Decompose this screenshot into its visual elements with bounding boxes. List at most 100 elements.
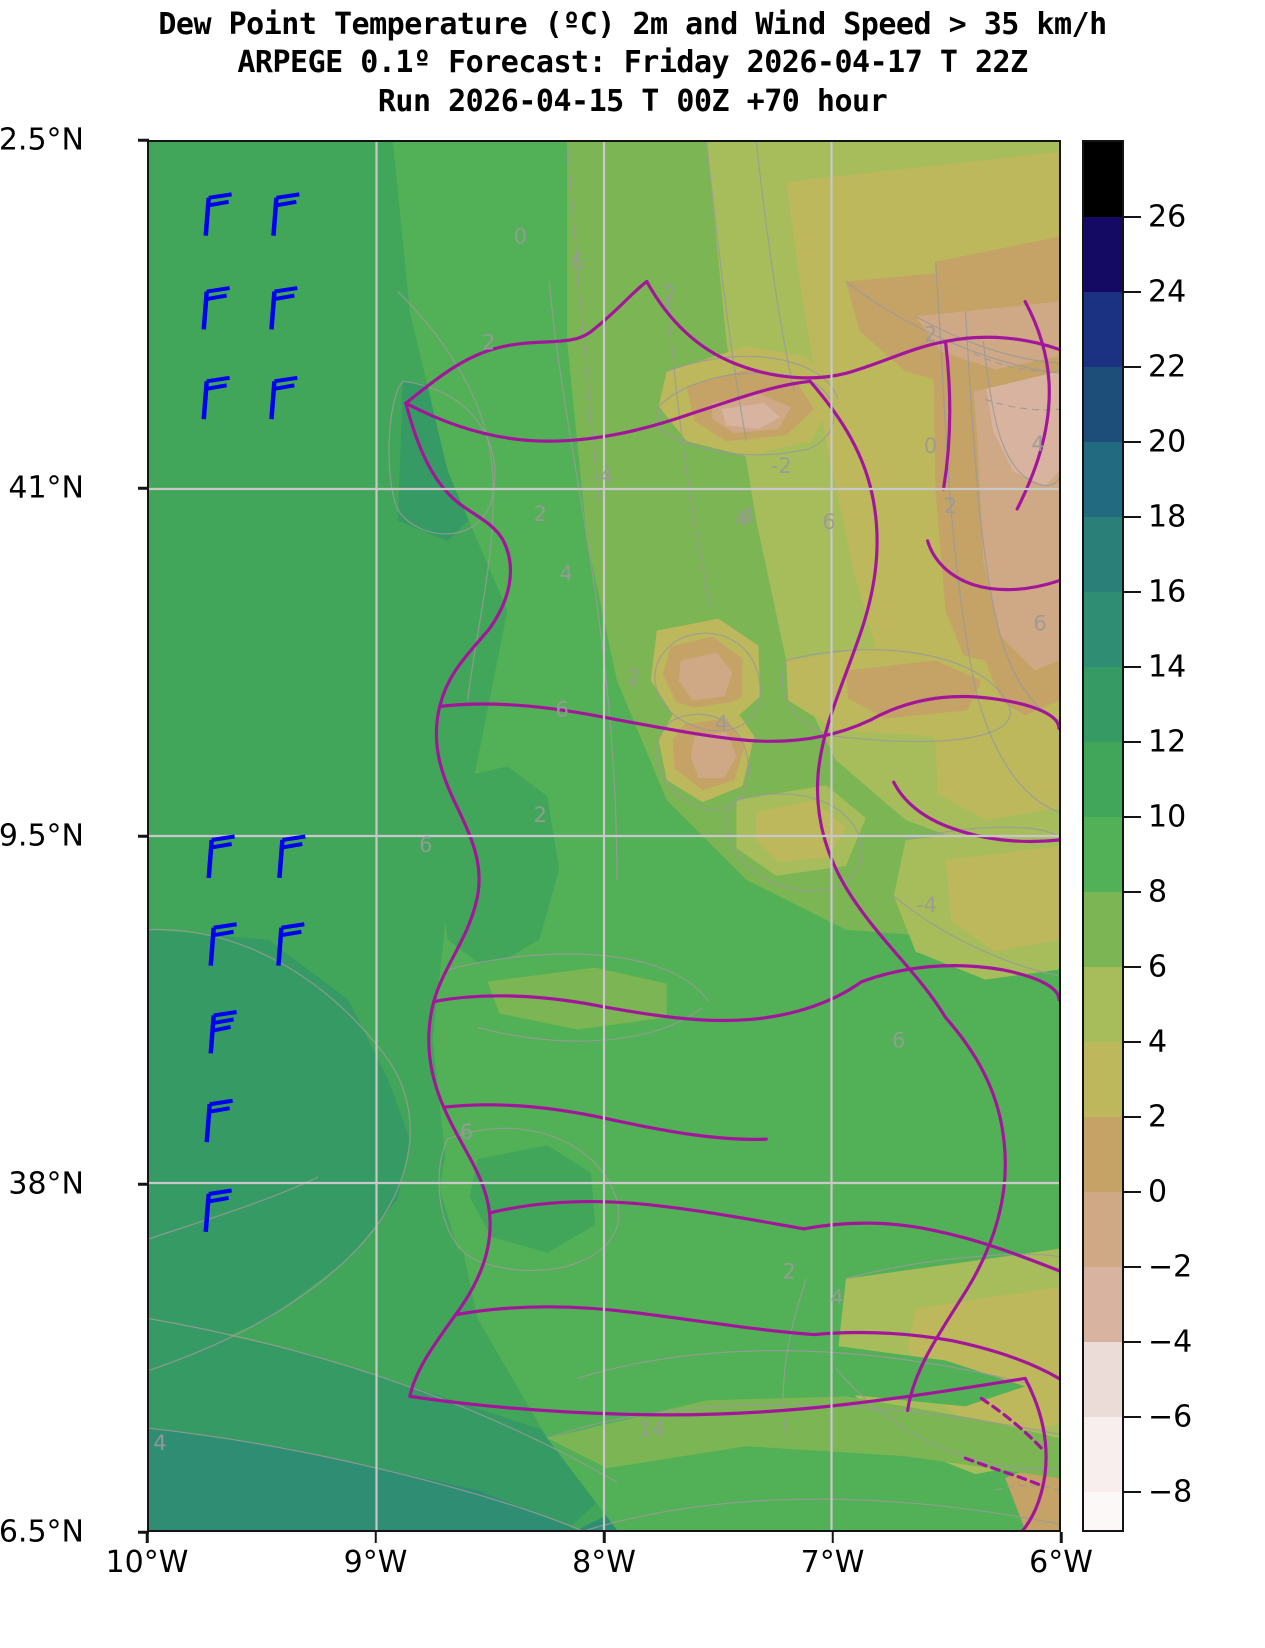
colorbar-tick-label: −2 bbox=[1148, 1249, 1193, 1285]
colorbar-tick-label: 20 bbox=[1148, 424, 1187, 460]
temperature-band-6-8 bbox=[487, 967, 667, 1030]
colorbar-segment bbox=[1084, 1041, 1122, 1118]
ocean-band bbox=[149, 929, 410, 1369]
wind-barb bbox=[269, 375, 298, 420]
admin-border bbox=[892, 780, 1059, 844]
colorbar-tick-mark bbox=[1124, 1041, 1141, 1044]
wind-barb bbox=[204, 1098, 233, 1143]
contour-label: -4 bbox=[916, 893, 937, 917]
colorbar-segment bbox=[1084, 891, 1122, 968]
x-axis-tick-label: 10°W bbox=[105, 1545, 189, 1580]
contour-line bbox=[586, 1498, 1059, 1530]
colorbar-tick-label: 22 bbox=[1148, 349, 1187, 385]
colorbar-segment bbox=[1084, 591, 1122, 668]
contour-line bbox=[782, 1278, 807, 1439]
contour-line bbox=[781, 649, 1011, 743]
temperature-band-minus2-0 bbox=[915, 301, 1059, 370]
contour-line bbox=[397, 291, 494, 701]
contour-label: 4 bbox=[153, 1431, 166, 1455]
colorbar-tick-label: 10 bbox=[1148, 799, 1187, 835]
admin-border bbox=[925, 539, 1059, 592]
colorbar-segment bbox=[1084, 966, 1122, 1043]
contour-line bbox=[149, 1176, 319, 1240]
colorbar-segment bbox=[1084, 516, 1122, 593]
title-line-1: Dew Point Temperature (ºC) 2m and Wind S… bbox=[158, 7, 1107, 42]
admin-border bbox=[438, 702, 872, 743]
contour-label: 6 bbox=[419, 833, 432, 857]
contour-core bbox=[690, 732, 737, 779]
colorbar-segment bbox=[1084, 1416, 1122, 1493]
contour-line bbox=[438, 1127, 620, 1272]
colorbar-tick-label: 16 bbox=[1148, 574, 1187, 610]
colorbar-segment bbox=[1084, 666, 1122, 743]
contour-line bbox=[666, 281, 713, 611]
title-line-3: Run 2026-04-15 T 00Z +70 hour bbox=[377, 83, 888, 119]
admin-border-dashed bbox=[963, 1456, 1045, 1488]
contour-line bbox=[658, 372, 835, 456]
colorbar-tick-mark bbox=[1124, 666, 1141, 669]
colorbar-tick-mark bbox=[1124, 516, 1141, 519]
contour-label: 4 bbox=[599, 464, 612, 488]
y-axis-tick-mark bbox=[138, 1530, 149, 1534]
colorbar-tick-mark bbox=[1124, 441, 1141, 444]
colorbar-segment bbox=[1084, 1116, 1122, 1193]
colorbar-segment bbox=[1084, 1266, 1122, 1343]
country-border bbox=[404, 401, 512, 1398]
wind-barb bbox=[203, 192, 232, 236]
contour-label: 6 bbox=[822, 510, 835, 534]
colorbar-tick-label: 18 bbox=[1148, 499, 1187, 535]
admin-border bbox=[808, 379, 948, 1020]
contour-label: 6 bbox=[460, 1120, 473, 1144]
y-axis-tick-mark bbox=[138, 138, 149, 142]
admin-border bbox=[432, 979, 864, 1023]
wind-barb bbox=[206, 834, 235, 879]
colorbar-tick-mark bbox=[1124, 366, 1141, 369]
contour-label: 4 bbox=[741, 504, 754, 528]
contour-label: 2 bbox=[783, 1260, 796, 1284]
y-axis-tick-label: 41°N bbox=[8, 470, 84, 506]
admin-border bbox=[645, 280, 1059, 380]
colorbar-segment bbox=[1084, 366, 1122, 443]
contour-label: 4 bbox=[735, 507, 748, 531]
colorbar-tick-mark bbox=[1124, 816, 1141, 819]
contour-label: 2 bbox=[482, 330, 495, 354]
colorbar-tick-label: 4 bbox=[1148, 1024, 1168, 1060]
colorbar-tick-label: 26 bbox=[1148, 199, 1187, 235]
colorbar-tick-mark bbox=[1124, 1491, 1141, 1493]
colorbar-tick-mark bbox=[1124, 1341, 1141, 1344]
temperature-band-2-4 bbox=[756, 800, 846, 862]
colorbar-segment bbox=[1084, 441, 1122, 518]
admin-border bbox=[404, 379, 812, 443]
contour-label: 4 bbox=[560, 562, 573, 586]
colorbar-tick-mark bbox=[1124, 741, 1141, 744]
wind-barb bbox=[271, 192, 300, 236]
wind-barb bbox=[277, 834, 306, 879]
contour-line bbox=[654, 632, 761, 732]
contour-line bbox=[576, 1350, 1032, 1385]
colorbar-tick-mark bbox=[1124, 291, 1141, 294]
wind-barb bbox=[208, 1010, 237, 1054]
contour-line bbox=[982, 341, 1059, 486]
admin-border bbox=[802, 1221, 1059, 1273]
colorbar-tick-mark bbox=[1124, 591, 1141, 594]
contour-label: 6 bbox=[556, 697, 569, 721]
colorbar-segment bbox=[1084, 1191, 1122, 1268]
contour-label: -2 bbox=[771, 454, 792, 478]
x-axis-tick-label: 8°W bbox=[572, 1545, 636, 1580]
colorbar-tick-mark bbox=[1124, 966, 1141, 969]
colorbar-tick-label: 2 bbox=[1148, 1099, 1168, 1135]
y-axis-tick-mark bbox=[138, 1182, 149, 1186]
contour-line bbox=[548, 281, 618, 880]
contour-label: 6 bbox=[1033, 612, 1046, 636]
x-axis-tick-label: 6°W bbox=[1029, 1545, 1093, 1580]
contour-line bbox=[149, 928, 411, 1372]
y-axis-tick-label: 36.5°N bbox=[0, 1514, 84, 1550]
temperature-band-6-8 bbox=[547, 1396, 1059, 1479]
colorbar-tick-label: −4 bbox=[1148, 1324, 1193, 1360]
contour-label: 2 bbox=[924, 322, 937, 346]
contour-line bbox=[447, 953, 710, 1002]
admin-border-dashed bbox=[979, 1396, 1047, 1454]
temperature-band-minus4-minus2 bbox=[991, 381, 1059, 450]
colorbar-tick-label: 6 bbox=[1148, 949, 1168, 985]
